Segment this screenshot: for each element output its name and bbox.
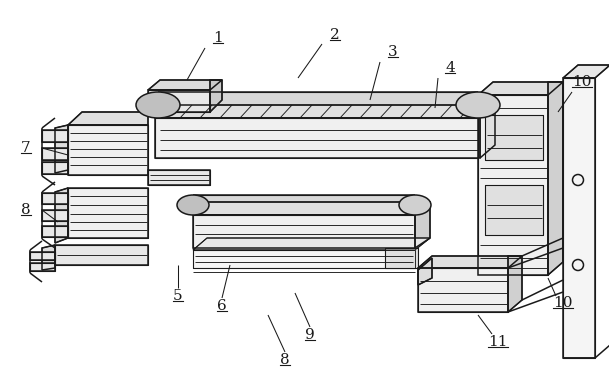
Polygon shape [548,82,563,275]
Polygon shape [485,115,543,160]
Polygon shape [563,78,595,358]
Polygon shape [42,245,55,270]
Polygon shape [30,263,55,271]
Polygon shape [68,125,148,175]
Text: 3: 3 [388,45,398,59]
Ellipse shape [136,92,180,118]
Polygon shape [155,105,495,118]
Polygon shape [418,258,432,285]
Polygon shape [193,250,415,268]
Polygon shape [68,112,148,125]
Polygon shape [415,202,430,248]
Polygon shape [563,65,609,78]
Polygon shape [193,202,430,215]
Text: 9: 9 [305,328,315,342]
Polygon shape [42,162,68,174]
Polygon shape [148,170,210,185]
Text: 2: 2 [330,28,340,42]
Polygon shape [480,105,495,158]
Ellipse shape [399,195,431,215]
Polygon shape [55,245,148,265]
Polygon shape [148,80,222,90]
Polygon shape [148,90,210,112]
Polygon shape [478,95,548,275]
Polygon shape [418,256,522,268]
Polygon shape [55,188,68,243]
Polygon shape [68,188,148,238]
Polygon shape [155,118,480,158]
Ellipse shape [456,92,500,118]
Ellipse shape [177,195,209,215]
Polygon shape [385,248,418,268]
Polygon shape [478,82,563,95]
Polygon shape [158,92,478,118]
Polygon shape [193,215,415,248]
Polygon shape [418,268,508,312]
Polygon shape [42,148,68,160]
Polygon shape [508,256,522,312]
Polygon shape [193,195,415,215]
Polygon shape [42,210,68,221]
Text: 4: 4 [445,61,455,75]
Polygon shape [485,185,543,235]
Text: 8: 8 [21,203,31,217]
Text: 5: 5 [173,289,183,303]
Text: 10: 10 [553,296,572,310]
Polygon shape [42,193,68,204]
Text: 10: 10 [572,75,592,89]
Polygon shape [42,226,68,237]
Polygon shape [193,238,430,250]
Polygon shape [30,252,55,260]
Polygon shape [210,80,222,112]
Polygon shape [55,125,68,173]
Text: 7: 7 [21,141,31,155]
Text: 8: 8 [280,353,290,367]
Text: 1: 1 [213,31,223,45]
Text: 11: 11 [488,335,508,349]
Text: 6: 6 [217,299,227,313]
Polygon shape [42,130,68,142]
